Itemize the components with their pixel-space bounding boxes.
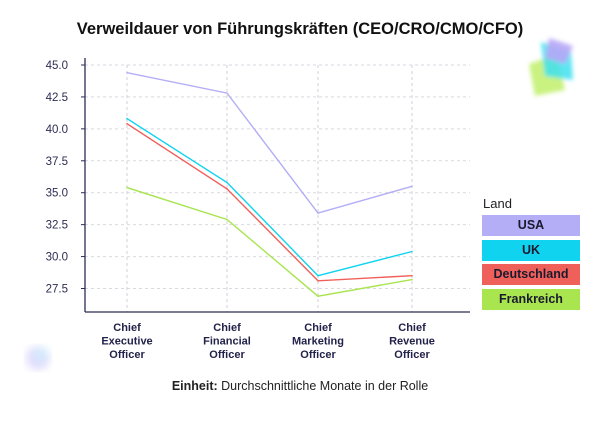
data-point-usa xyxy=(126,71,128,74)
series-line-deutschland xyxy=(126,123,413,282)
y-tick-label: 30.0 xyxy=(46,252,68,264)
data-point-frankreich xyxy=(126,186,128,189)
footer-label: Einheit: xyxy=(171,379,218,393)
series-line-uk xyxy=(126,118,413,277)
legend-title: Land xyxy=(483,196,512,211)
data-point-deutschland xyxy=(411,274,413,277)
x-category-label: Chief Marketing Officer xyxy=(292,322,344,361)
data-point-uk xyxy=(126,117,128,120)
x-category-label: Chief Executive Officer xyxy=(101,322,152,361)
data-point-usa xyxy=(226,92,228,94)
x-category-label: Chief Revenue Officer xyxy=(389,322,435,361)
x-category-labels: Chief Executive Officer Chief Financial Offic… xyxy=(101,322,435,361)
series-line-usa xyxy=(126,72,413,214)
data-point-usa xyxy=(317,212,319,214)
legend-item-deutschland: Deutschland xyxy=(482,264,580,285)
y-tick-label: 45.0 xyxy=(46,60,68,72)
y-tick-label: 42.5 xyxy=(46,92,68,104)
data-point-frankreich xyxy=(317,295,319,298)
chart-title: Verweildauer von Führungskräften (CEO/CR… xyxy=(76,20,524,38)
legend-item-frankreich: Frankreich xyxy=(482,289,580,310)
series-line-frankreich xyxy=(126,186,413,297)
data-point-deutschland xyxy=(317,280,319,282)
data-point-uk xyxy=(226,181,228,184)
y-tick-label: 40.0 xyxy=(46,124,68,136)
data-point-frankreich xyxy=(226,218,228,221)
y-tick-label: 37.5 xyxy=(46,156,68,168)
data-point-deutschland xyxy=(226,188,228,190)
footer-note: Einheit: Durchschnittliche Monate in der… xyxy=(0,379,600,393)
data-point-uk xyxy=(411,250,413,253)
legend-item-uk: UK xyxy=(482,240,580,261)
y-tick-labels: 45.0 42.5 40.0 37.5 35.0 32.5 30.0 27.5 xyxy=(46,60,85,296)
decorative-blur-icon xyxy=(26,346,50,370)
decorative-shape-icon xyxy=(529,38,573,96)
footer-text: Durchschnittliche Monate in der Rolle xyxy=(221,379,429,393)
series-lines xyxy=(126,71,413,298)
data-point-deutschland xyxy=(126,122,128,125)
axes xyxy=(84,58,470,313)
data-point-frankreich xyxy=(411,278,413,281)
x-category-label: Chief Financial Officer xyxy=(203,322,251,361)
y-tick-label: 35.0 xyxy=(46,188,68,200)
y-tick-label: 32.5 xyxy=(46,220,68,232)
y-tick-label: 27.5 xyxy=(46,284,68,296)
data-point-usa xyxy=(411,185,413,188)
data-point-uk xyxy=(317,274,319,277)
legend-item-usa: USA xyxy=(482,215,580,236)
